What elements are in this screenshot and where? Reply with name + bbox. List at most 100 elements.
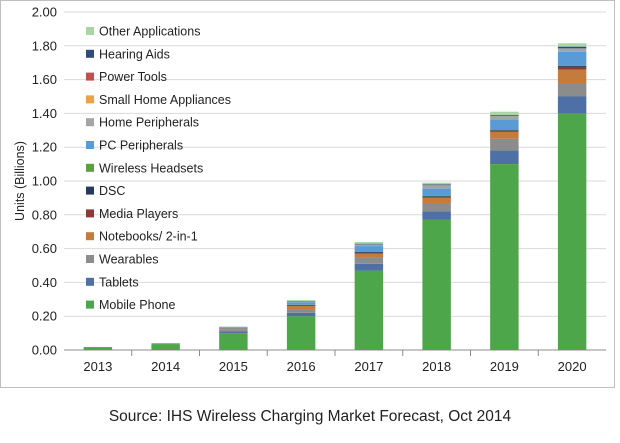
legend-swatch: [86, 300, 94, 309]
x-tick-label: 2015: [219, 359, 248, 374]
bar-segment-tablets: [557, 96, 587, 114]
bar-segment-pc-peripherals: [422, 188, 451, 196]
legend-swatch: [86, 209, 94, 218]
x-tick-label: 2016: [287, 359, 316, 374]
bar-segment-wireless-headsets: [490, 129, 519, 131]
bar-segment-home-peripherals: [286, 301, 316, 303]
legend-label: Home Peripherals: [99, 116, 199, 130]
y-tick-label: 1.40: [32, 106, 57, 121]
bar-segment-tablets: [219, 331, 248, 334]
bar-segment-media-players: [354, 252, 384, 254]
y-tick-label: 0.00: [32, 343, 57, 358]
bar-segment-mobile-phone: [83, 347, 113, 350]
bar-segment-mobile-phone: [151, 344, 180, 350]
bar-segment-tablets: [422, 211, 451, 220]
x-tick-label: 2017: [354, 359, 383, 374]
y-tick-label: 2.00: [32, 5, 57, 20]
legend-swatch: [86, 277, 94, 286]
bar-segment-other-applications: [490, 111, 519, 116]
x-tick-label: 2013: [83, 359, 112, 374]
bar-segment-hearing-aids: [490, 115, 519, 116]
bar-segment-other-applications: [286, 300, 316, 301]
legend-swatch: [86, 72, 94, 81]
bar-segment-notebooks-2-in-1: [557, 69, 587, 83]
bar-segment-wearables: [286, 309, 316, 313]
bar-segment-mobile-phone: [354, 270, 384, 350]
x-tick-label: 2018: [422, 359, 451, 374]
bar-segment-notebooks-2-in-1: [490, 131, 519, 139]
bar-segment-pc-peripherals: [557, 51, 587, 66]
y-tick-label: 0.80: [32, 207, 57, 222]
chart-frame: 0.00 0.20 0.40 0.60 0.80 1.00 1.20 1.40 1.60 1.80…: [0, 0, 615, 388]
x-tick-label: 2019: [490, 359, 519, 374]
bar-segment-other-applications: [422, 182, 451, 185]
legend-label: Tablets: [99, 275, 139, 289]
source-note: Source: IHS Wireless Charging Market For…: [108, 408, 512, 425]
bar-segment-mobile-phone: [422, 219, 451, 350]
bar-segment-dsc: [422, 196, 451, 198]
legend-label: Notebooks/ 2-in-1: [99, 230, 198, 244]
legend-label: DSC: [99, 184, 125, 198]
legend-swatch: [86, 255, 94, 263]
bar-segment-media-players: [286, 305, 316, 307]
bar-segment-pc-peripherals: [354, 246, 384, 252]
legend-label: Small Home Appliances: [99, 93, 231, 107]
bar-segment-notebooks-2-in-1: [286, 306, 316, 310]
bar-segment-notebooks-2-in-1: [354, 253, 384, 258]
bar-segment-wireless-headsets: [557, 65, 587, 67]
bar-segment-wearables: [422, 202, 451, 212]
legend-label: PC Peripherals: [99, 139, 183, 153]
legend-label: Mobile Phone: [99, 298, 175, 312]
bar-segment-home-peripherals: [490, 115, 519, 120]
stacked-bar-chart: 0.00 0.20 0.40 0.60 0.80 1.00 1.20 1.40 1.60 1.80…: [13, 5, 606, 374]
bar-segment-notebooks-2-in-1: [422, 197, 451, 203]
bar-segment-wearables: [557, 82, 587, 97]
legend-swatch: [86, 49, 94, 58]
legend-label: Hearing Aids: [99, 47, 170, 61]
y-tick-label: 1.20: [32, 140, 57, 155]
bar-segment-tablets: [151, 343, 180, 345]
x-tick-label: 2020: [558, 359, 587, 374]
bar-segment-hearing-aids: [422, 184, 451, 186]
y-tick-label: 0.60: [32, 241, 57, 256]
legend-swatch: [86, 232, 94, 241]
y-axis-title: Units (Billions): [13, 141, 27, 221]
bar-segment-tablets: [490, 150, 519, 165]
bar-segment-dsc: [490, 130, 519, 132]
bar-segment-notebooks-2-in-1: [219, 328, 248, 330]
bar-segment-mobile-phone: [286, 316, 316, 350]
legend-swatch: [86, 118, 94, 127]
y-tick-label: 0.20: [32, 309, 57, 324]
bar-segment-media-players: [557, 67, 587, 70]
bar-segment-mobile-phone: [490, 164, 519, 350]
y-tick-label: 1.00: [32, 174, 57, 189]
y-tick-label: 0.40: [32, 275, 57, 290]
bar-segment-mobile-phone: [219, 333, 248, 350]
legend-swatch: [86, 186, 94, 195]
bar-segment-media-players: [490, 131, 519, 132]
bar-segment-wearables: [219, 329, 248, 332]
legend-swatch: [86, 95, 94, 104]
legend-label: Other Applications: [99, 25, 200, 39]
bar-segment-hearing-aids: [354, 243, 384, 245]
bar-segment-home-peripherals: [557, 48, 587, 52]
legend-swatch: [86, 141, 94, 149]
legend-swatch: [86, 163, 94, 172]
y-tick-label: 1.80: [32, 38, 57, 53]
legend-label: Power Tools: [99, 70, 167, 84]
bar-segment-dsc: [286, 305, 316, 306]
bar-segment-other-applications: [354, 242, 384, 244]
bar-segment-dsc: [557, 66, 587, 68]
bar-segment-hearing-aids: [557, 46, 587, 49]
bar-segment-tablets: [354, 263, 384, 271]
bar-segment-media-players: [422, 197, 451, 198]
bar-segment-tablets: [286, 312, 316, 317]
bar-segment-wearables: [490, 138, 519, 151]
legend-label: Wearables: [99, 253, 159, 267]
bar-segment-dsc: [354, 251, 384, 253]
bar-segment-mobile-phone: [557, 113, 587, 351]
bar-segment-wireless-headsets: [422, 195, 451, 197]
x-tick-label: 2014: [151, 359, 180, 374]
y-tick-label: 1.60: [32, 72, 57, 87]
bar-segment-other-applications: [557, 43, 587, 47]
